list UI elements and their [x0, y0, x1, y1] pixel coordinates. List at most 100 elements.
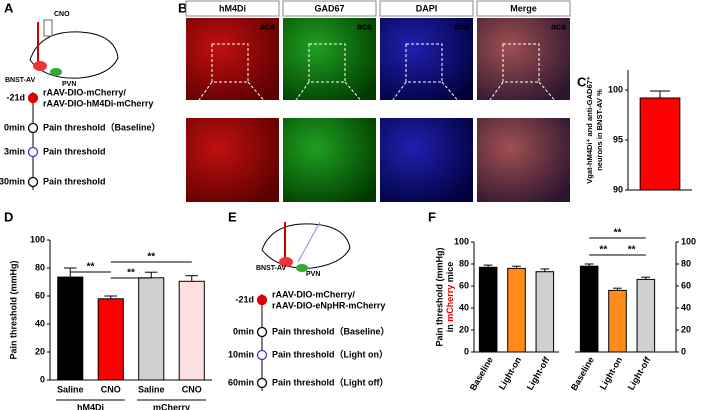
region-label: BNST-AV	[5, 77, 36, 84]
timeline-dot	[27, 122, 39, 134]
bar	[639, 97, 681, 191]
y2-tick-label: 0	[681, 346, 686, 356]
x-tick-label: Light-off	[626, 354, 653, 391]
bar	[507, 267, 526, 353]
micrograph	[380, 18, 473, 100]
micrograph-zoom	[186, 118, 279, 202]
sig-label: **	[127, 268, 135, 279]
panel-label: E	[228, 209, 237, 224]
zoom-line	[344, 81, 377, 119]
column-header: DAPI	[416, 3, 438, 13]
roi-box	[211, 43, 249, 83]
timeline-dot	[27, 92, 39, 104]
bar	[535, 271, 555, 353]
column-header: hM4Di	[219, 3, 246, 13]
roi-box	[308, 43, 346, 83]
brain-sketch	[261, 221, 351, 272]
time-label: 60min	[228, 377, 254, 387]
y-axis-label: in mCherry mice	[445, 262, 455, 333]
y-tick-label: 100	[454, 236, 469, 246]
group-label: mCherry	[153, 402, 190, 410]
region-label: PVN	[62, 81, 76, 88]
zoom-line	[441, 81, 474, 119]
timeline-dot	[256, 326, 268, 338]
step-label: Pain threshold（Light on）	[272, 349, 388, 359]
time-label: -21d	[6, 92, 25, 102]
x-tick-label: CNO	[182, 384, 202, 394]
x-tick-label: Light-off	[525, 354, 552, 391]
sig-label: **	[147, 252, 155, 263]
x-tick-label: Light-on	[497, 355, 524, 391]
x-tick-label: CNO	[101, 384, 121, 394]
timeline-dot	[256, 294, 268, 306]
y-axis-label: Pain threshold (mmHg)	[434, 247, 444, 346]
x-tick-label: Baseline	[569, 355, 596, 392]
y-tick-label: 20	[35, 346, 45, 356]
x-tick-label: Light-on	[598, 355, 625, 391]
brain-sketch	[29, 19, 119, 79]
timeline-dot	[256, 377, 268, 389]
sig-label: **	[628, 245, 636, 256]
time-label: 30min	[0, 176, 25, 186]
panel-label: D	[4, 209, 13, 224]
y-axis-label: Vgat-hM4Di⁺ and anti-GAD67⁺	[585, 76, 594, 184]
zoom-line	[247, 81, 280, 119]
region-label: aca	[454, 21, 470, 31]
timeline-dot	[256, 349, 268, 361]
step-label: Pain threshold（Baseline）	[272, 326, 390, 336]
bar	[178, 280, 205, 381]
step-label: Pain threshold（Baseline）	[43, 122, 161, 132]
micrograph-zoom	[477, 118, 570, 202]
zoom-line	[379, 81, 407, 119]
y2-tick-label: 40	[681, 302, 691, 312]
column-header-box	[379, 0, 474, 17]
micrograph-zoom	[380, 118, 473, 202]
column-header-box	[185, 0, 280, 17]
panel-label: A	[4, 0, 14, 15]
y-tick-label: 90	[613, 184, 623, 194]
y2-tick-label: 100	[681, 236, 696, 246]
region-label: PVN	[306, 271, 320, 278]
zoom-line	[476, 81, 504, 119]
step-label: Pain threshold	[43, 146, 106, 156]
column-header-box	[282, 0, 377, 17]
column-header: GAD67	[314, 3, 344, 13]
region-label: aca	[551, 21, 567, 31]
time-label: 10min	[228, 349, 254, 359]
x-tick-label: Saline	[138, 384, 165, 394]
time-label: 0min	[233, 326, 254, 336]
y-tick-label: 0	[40, 374, 45, 384]
step-label: rAAV-DIO-mCherry/	[43, 87, 126, 97]
step-label: Pain threshold	[43, 176, 106, 186]
y-tick-label: 100	[30, 234, 45, 244]
time-label: 3min	[4, 146, 25, 156]
timeline-dot	[27, 176, 39, 188]
timeline-dot	[27, 146, 39, 158]
time-label: -21d	[235, 294, 254, 304]
micrograph	[283, 18, 376, 100]
panel-label: F	[428, 209, 436, 224]
time-label: 0min	[4, 122, 25, 132]
zoom-line	[185, 81, 213, 119]
zoom-line	[282, 81, 310, 119]
micrograph	[186, 18, 279, 100]
step-label: rAAV-DIO-eNpHR-mCherry	[272, 300, 385, 310]
y-tick-label: 60	[459, 280, 469, 290]
region-label: aca	[260, 21, 276, 31]
x-tick-label: Baseline	[468, 355, 495, 392]
drug-label: CNO	[54, 11, 70, 18]
y2-tick-label: 60	[681, 280, 691, 290]
y-tick-label: 100	[608, 84, 623, 94]
y-tick-label: 40	[35, 318, 45, 328]
sig-label: **	[87, 262, 95, 273]
region-label: aca	[357, 21, 373, 31]
bar	[636, 278, 656, 353]
y-tick-label: 0	[464, 346, 469, 356]
micrograph-zoom	[283, 118, 376, 202]
label-part: in	[445, 322, 455, 333]
y-tick-label: 20	[459, 324, 469, 334]
bar	[138, 277, 165, 381]
bar	[57, 276, 84, 381]
region-label: BNST-AV	[256, 265, 287, 272]
